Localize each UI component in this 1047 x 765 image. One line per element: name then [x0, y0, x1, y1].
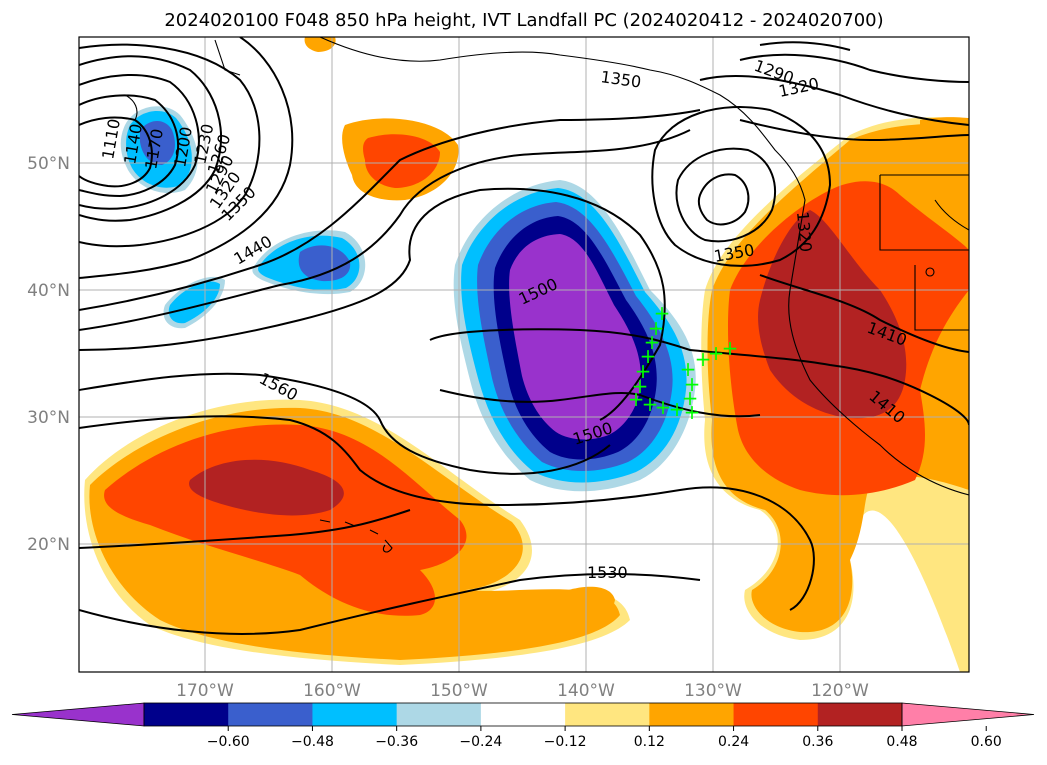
positive-ivt-region: [920, 117, 969, 175]
contour-label: 1320: [793, 211, 815, 253]
colorbar-tick-label: 0.60: [971, 734, 1002, 750]
lat-label-40n: 40°N: [27, 281, 70, 301]
positive-ivt-region: [189, 459, 344, 516]
colorbar-segment: [817, 703, 903, 726]
landfall-marker: +: [695, 347, 712, 371]
lat-label-50n: 50°N: [27, 154, 70, 174]
colorbar-segment: [312, 703, 398, 726]
landfall-marker: +: [655, 395, 672, 419]
landfall-marker: +: [680, 357, 697, 381]
map-panel: 1110 1140 1170 1200 1230 1260 1290 1320 …: [79, 37, 969, 672]
colorbar-tick-label: 0.24: [718, 734, 749, 750]
contour-label: 1530: [587, 563, 628, 582]
lat-label-30n: 30°N: [27, 408, 70, 428]
colorbar-tick-label: 0.36: [802, 734, 833, 750]
lon-label-120w: 120°W: [811, 681, 869, 701]
colorbar-tick-label: −0.12: [544, 734, 587, 750]
colorbar-segment: [228, 703, 313, 726]
colorbar-tick-label: −0.60: [207, 734, 250, 750]
positive-ivt-region: [104, 424, 467, 616]
negative-ivt-region: [509, 234, 641, 440]
colorbar: −0.60 −0.48 −0.36 −0.24 −0.12 0.12 0.24 0.36 0.4…: [11, 702, 1035, 750]
colorbar-outline: [143, 702, 903, 727]
lon-label-170w: 170°W: [176, 681, 234, 701]
landfall-marker: +: [642, 392, 659, 416]
lon-label-130w: 130°W: [684, 681, 742, 701]
positive-ivt-region: [541, 586, 615, 636]
colorbar-tick-label: −0.36: [375, 734, 418, 750]
colorbar-extend-low: [11, 702, 145, 727]
landfall-marker: +: [722, 336, 739, 360]
landfall-marker: +: [684, 372, 701, 396]
colorbar-segment: [396, 703, 482, 726]
positive-ivt-region: [363, 134, 440, 188]
landfall-marker: +: [635, 359, 652, 383]
landfall-marker: +: [682, 386, 699, 410]
landfall-marker: +: [708, 341, 725, 365]
longitude-labels: 170°W 160°W 150°W 140°W 130°W 120°W: [176, 681, 869, 701]
negative-ivt-region: [140, 121, 175, 165]
lon-label-140w: 140°W: [557, 681, 615, 701]
map-frame: [78, 36, 970, 673]
landfall-marker: +: [640, 344, 657, 368]
coastlines: [124, 37, 969, 553]
colorbar-tick-label: −0.24: [459, 734, 502, 750]
colorbar-extend-high: [901, 702, 1035, 727]
negative-ivt-region: [298, 245, 351, 282]
landfall-marker: +: [628, 387, 645, 411]
lon-label-160w: 160°W: [303, 681, 361, 701]
map-title: 2024020100 F048 850 hPa height, IVT Land…: [164, 10, 883, 31]
landfall-marker: +: [648, 316, 665, 340]
colorbar-tick-label: 0.48: [886, 734, 917, 750]
landfall-marker: +: [654, 301, 671, 325]
colorbar-tick-label: 0.12: [634, 734, 665, 750]
colorbar-tick-label: −0.48: [291, 734, 334, 750]
colorbar-segment: [480, 703, 566, 726]
landfall-marker: +: [644, 330, 661, 354]
negative-ivt-region: [168, 281, 220, 324]
colorbar-segment: [649, 703, 735, 726]
landfall-marker: +: [669, 397, 686, 421]
colorbar-segment: [144, 703, 229, 726]
gridlines: [79, 37, 969, 672]
landfall-markers: +++++++++++++++++: [628, 301, 739, 424]
colorbar-segment: [565, 703, 650, 726]
colorbar-segment: [733, 703, 819, 726]
landfall-marker: +: [632, 374, 649, 398]
height-contours: [79, 37, 969, 635]
landfall-marker: +: [684, 400, 701, 424]
lat-label-20n: 20°N: [27, 535, 70, 555]
lon-label-150w: 150°W: [430, 681, 488, 701]
latitude-labels: 50°N 40°N 30°N 20°N: [27, 154, 70, 555]
